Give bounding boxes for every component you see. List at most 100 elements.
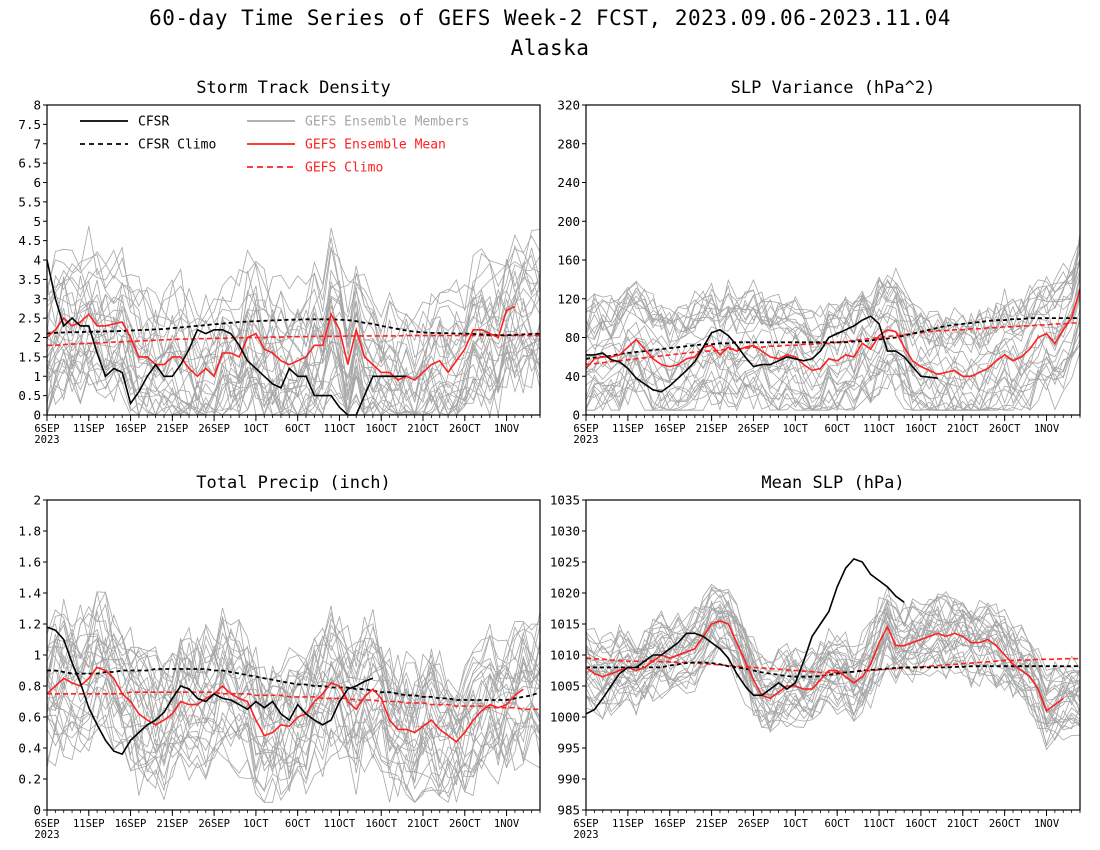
ensemble-member-line — [585, 599, 1081, 700]
ensemble-member-line — [46, 656, 541, 773]
ensemble-member-line — [585, 298, 1081, 399]
gefs-mean-line — [46, 305, 516, 382]
ensemble-member-line — [585, 621, 1081, 728]
ensemble-member-line — [585, 316, 1081, 412]
cfsr-line — [46, 259, 407, 416]
y-tick-label: 40 — [565, 369, 580, 384]
x-tick-label: 16OCT — [365, 818, 397, 830]
ensemble-member-line — [585, 261, 1081, 350]
y-tick-label: 2 — [33, 493, 41, 508]
y-tick-label: 280 — [557, 136, 580, 151]
ensemble-member-line — [585, 269, 1081, 368]
ensemble-member-line — [46, 226, 541, 342]
y-tick-label: 8 — [33, 98, 41, 113]
x-tick-label: 21SEP — [157, 818, 189, 830]
ensemble-member-line — [585, 589, 1081, 695]
panel-4: Mean SLP (hPa) 985 990 995 1000 1005 1010 1015 1… — [550, 473, 1081, 841]
x-tick-label: 26SEP — [738, 423, 770, 435]
gefs-mean-line — [585, 620, 1064, 713]
y-tick-label: 0 — [33, 803, 41, 818]
ensemble-member-line — [585, 615, 1081, 721]
x-tick-label: 11SEP — [73, 423, 105, 435]
x-tick-label: 2023 — [34, 829, 59, 841]
ensemble-member-line — [585, 248, 1081, 336]
gefs-climo-line — [585, 657, 1080, 674]
x-tick-label: 2023 — [34, 434, 59, 446]
ensemble-member-line — [46, 673, 541, 768]
ensemble-member-line — [585, 295, 1081, 391]
x-tick-label: 11OCT — [324, 818, 356, 830]
y-tick-label: 2.5 — [18, 311, 41, 326]
ensemble-member-line — [585, 308, 1081, 406]
ensemble-member-line — [585, 588, 1081, 680]
x-tick-label: 6OCT — [285, 423, 311, 435]
panel-2: SLP Variance (hPa^2) 0 40 80 120 160 200 240 280… — [557, 78, 1081, 446]
y-tick-label: 240 — [557, 175, 580, 190]
x-tick-label: 21OCT — [407, 818, 439, 830]
legend-cfsr-climo-label: CFSR Climo — [138, 138, 216, 153]
x-tick-label: 16SEP — [654, 423, 686, 435]
ensemble-member-line — [585, 605, 1081, 724]
ensemble-member-line — [46, 671, 541, 772]
y-tick-label: 1 — [33, 648, 41, 663]
cfsr-line — [585, 557, 905, 715]
x-tick-label: 16OCT — [365, 423, 397, 435]
ensemble-member-line — [585, 295, 1081, 393]
ensemble-member-line — [46, 233, 541, 348]
y-tick-label: 1.4 — [18, 586, 41, 601]
x-tick-label: 16SEP — [115, 423, 147, 435]
ensemble-member-line — [585, 261, 1081, 344]
y-tick-label: 4.5 — [18, 233, 41, 248]
ensemble-member-line — [46, 237, 541, 350]
ensemble-member-line — [46, 615, 541, 709]
x-tick-label: 6OCT — [825, 818, 851, 830]
x-tick-label: 1NOV — [494, 423, 520, 435]
ensemble-member-line — [46, 633, 541, 723]
y-tick-label: 120 — [557, 291, 580, 306]
figure-subtitle: Alaska — [510, 36, 590, 60]
x-tick-label: 26SEP — [198, 818, 230, 830]
ensemble-member-line — [46, 308, 541, 416]
ensemble-member-line — [586, 344, 1081, 412]
y-tick-label: 1005 — [550, 679, 580, 694]
ensemble-member-line — [46, 681, 541, 789]
cfsr-line — [586, 315, 938, 393]
x-tick-label: 6SEP — [34, 818, 59, 830]
ensemble-member-line — [46, 322, 541, 416]
x-tick-label: 21OCT — [947, 423, 979, 435]
x-tick-label: 16OCT — [905, 818, 937, 830]
x-tick-label: 6OCT — [285, 818, 311, 830]
y-tick-label: 0.8 — [18, 679, 41, 694]
y-tick-label: 320 — [557, 98, 580, 113]
ensemble-member-line — [585, 248, 1081, 354]
x-tick-label: 6SEP — [573, 423, 598, 435]
y-tick-label: 4 — [33, 253, 41, 268]
x-tick-label: 21OCT — [947, 818, 979, 830]
legend-gefs-climo-label: GEFS Climo — [305, 161, 383, 176]
legend: CFSR CFSR Climo GEFS Ensemble Members GEFS … — [80, 115, 469, 176]
panel-3: Total Precip (inch) 0 0.2 0.4 0.6 0.8 1 1.2 1.4 1… — [18, 473, 541, 841]
ensemble-member-line — [46, 628, 541, 737]
x-tick-label: 11OCT — [863, 818, 895, 830]
x-tick-label: 11OCT — [324, 423, 356, 435]
y-tick-label: 995 — [557, 741, 580, 756]
ensemble-members — [46, 590, 541, 804]
x-tick-label: 11SEP — [612, 818, 644, 830]
y-tick-label: 0.2 — [18, 772, 41, 787]
y-tick-label: 1.5 — [18, 349, 41, 364]
x-tick-label: 11SEP — [73, 818, 105, 830]
x-tick-label: 1NOV — [1034, 818, 1060, 830]
x-tick-label: 2023 — [573, 434, 598, 446]
ensemble-member-line — [585, 645, 1081, 729]
y-tick-label: 2 — [33, 330, 41, 345]
gefs-mean-line — [585, 288, 1081, 378]
ensemble-member-line — [46, 270, 541, 388]
panel-title: SLP Variance (hPa^2) — [731, 78, 936, 98]
x-tick-label: 26SEP — [738, 818, 770, 830]
ensemble-member-line — [585, 286, 1081, 381]
gefs-mean-line — [46, 666, 524, 743]
x-tick-label: 1OCT — [783, 818, 809, 830]
cfsr-climo-line — [46, 318, 541, 337]
x-tick-label: 1OCT — [243, 818, 269, 830]
cfsr-climo-line — [585, 317, 1080, 360]
